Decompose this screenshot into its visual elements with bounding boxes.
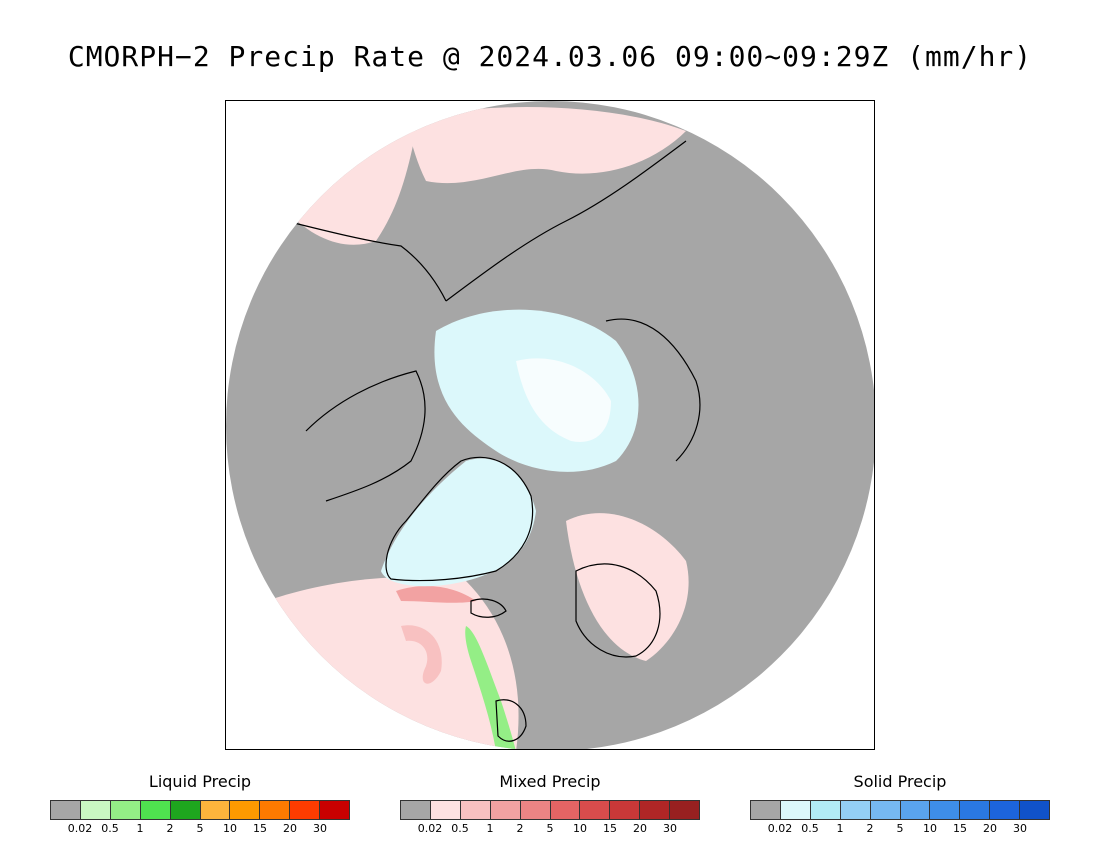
legend-tick-label: 5 xyxy=(546,822,554,835)
legend-swatch xyxy=(320,801,350,819)
legend-colorbar xyxy=(50,800,350,820)
legend-tick-label: 20 xyxy=(283,822,297,835)
mixed-precip-area-band xyxy=(396,586,476,603)
legend-ticks: 0.02 0.5 1 2 5 10 15 20 30 xyxy=(400,822,700,836)
legend-swatch xyxy=(430,801,461,819)
legend-swatch xyxy=(290,801,321,819)
legend-tick-label: 2 xyxy=(166,822,174,835)
legend-colorbar xyxy=(400,800,700,820)
coastline-alaska xyxy=(285,220,447,302)
legend-tick-label: 2 xyxy=(516,822,524,835)
legend-swatch xyxy=(490,801,521,819)
mixed-precip-area-swirl xyxy=(401,625,442,684)
coastlines xyxy=(285,140,701,742)
legend-tick-label: 5 xyxy=(896,822,904,835)
coastline-greenland xyxy=(385,456,534,582)
legend-title: Liquid Precip xyxy=(148,772,252,791)
liquid-precip-band xyxy=(465,626,516,749)
legend-ticks: 0.02 0.5 1 2 5 10 15 20 30 xyxy=(50,822,350,836)
coastline-scandinavia xyxy=(575,563,661,658)
legend-tick-label: 2 xyxy=(866,822,874,835)
legend-swatch xyxy=(580,801,611,819)
legend-swatch xyxy=(80,801,111,819)
legend-swatch xyxy=(520,801,551,819)
polar-map xyxy=(225,100,875,750)
legend-swatch xyxy=(960,801,991,819)
legend-swatch xyxy=(670,801,700,819)
legend-swatch xyxy=(230,801,261,819)
legend-mixed: Mixed Precip 0.02 0.5 1 2 5 10 15 20 30 xyxy=(400,772,700,842)
coastline-british-isles xyxy=(495,699,527,742)
legend-tick-label: 15 xyxy=(603,822,617,835)
legend-tick-label: 10 xyxy=(223,822,237,835)
legend-tick-label: 5 xyxy=(196,822,204,835)
legend-swatch xyxy=(870,801,901,819)
legend-swatch xyxy=(1020,801,1050,819)
legend-swatch xyxy=(610,801,641,819)
legend-tick-label: 10 xyxy=(573,822,587,835)
legend-swatch xyxy=(260,801,291,819)
coastline-russia-north xyxy=(605,318,701,462)
legend-swatch xyxy=(401,801,431,819)
legend-tick-label: 30 xyxy=(313,822,327,835)
coastline-iceland xyxy=(470,598,507,618)
legend-tick-label: 0.5 xyxy=(801,822,819,835)
solid-precip-greenland xyxy=(381,458,536,587)
legend-swatch xyxy=(990,801,1021,819)
legend-swatch xyxy=(200,801,231,819)
legend-swatch xyxy=(640,801,671,819)
legend-tick-label: 30 xyxy=(663,822,677,835)
legend-tick-label: 0.5 xyxy=(101,822,119,835)
legend-ticks: 0.02 0.5 1 2 5 10 15 20 30 xyxy=(750,822,1050,836)
mixed-precip-area-topleft xyxy=(286,131,416,245)
legend-swatch xyxy=(170,801,201,819)
legend-tick-label: 20 xyxy=(983,822,997,835)
legend-tick-label: 0.02 xyxy=(767,822,793,835)
legend-swatch xyxy=(550,801,581,819)
coastline-canada-arctic xyxy=(305,370,426,502)
legend-swatch xyxy=(140,801,171,819)
legend-tick-label: 1 xyxy=(486,822,494,835)
legend-colorbar xyxy=(750,800,1050,820)
legend-swatch xyxy=(110,801,141,819)
legend-tick-label: 30 xyxy=(1013,822,1027,835)
legend-tick-label: 15 xyxy=(953,822,967,835)
chart-title: CMORPH−2 Precip Rate @ 2024.03.06 09:00~… xyxy=(67,40,1033,73)
legend-swatch xyxy=(780,801,811,819)
legend-title: Mixed Precip xyxy=(499,772,601,791)
legend-swatch xyxy=(51,801,81,819)
legend-tick-label: 0.5 xyxy=(451,822,469,835)
legend-title: Solid Precip xyxy=(853,772,947,791)
solid-precip-core xyxy=(516,358,611,442)
legend-tick-label: 10 xyxy=(923,822,937,835)
mixed-precip-area-top xyxy=(406,107,686,184)
map-disc xyxy=(226,101,874,749)
mixed-precip-area-scandinavia xyxy=(566,513,689,661)
legend-swatch xyxy=(810,801,841,819)
legend-swatch xyxy=(460,801,491,819)
legend-swatch xyxy=(930,801,961,819)
coastline-siberia xyxy=(445,140,687,302)
legend-swatch xyxy=(751,801,781,819)
legend-tick-label: 15 xyxy=(253,822,267,835)
legend-tick-label: 0.02 xyxy=(67,822,93,835)
legend-swatch xyxy=(900,801,931,819)
legend-tick-label: 1 xyxy=(136,822,144,835)
legend-solid: Solid Precip 0.02 0.5 1 2 5 10 15 20 30 xyxy=(750,772,1050,842)
polar-map-svg xyxy=(226,101,874,749)
legend-swatch xyxy=(840,801,871,819)
legend-liquid: Liquid Precip 0.02 0.5 1 2 5 10 15 20 30 xyxy=(50,772,350,842)
legend-tick-label: 1 xyxy=(836,822,844,835)
legend-tick-label: 0.02 xyxy=(417,822,443,835)
legend-tick-label: 20 xyxy=(633,822,647,835)
